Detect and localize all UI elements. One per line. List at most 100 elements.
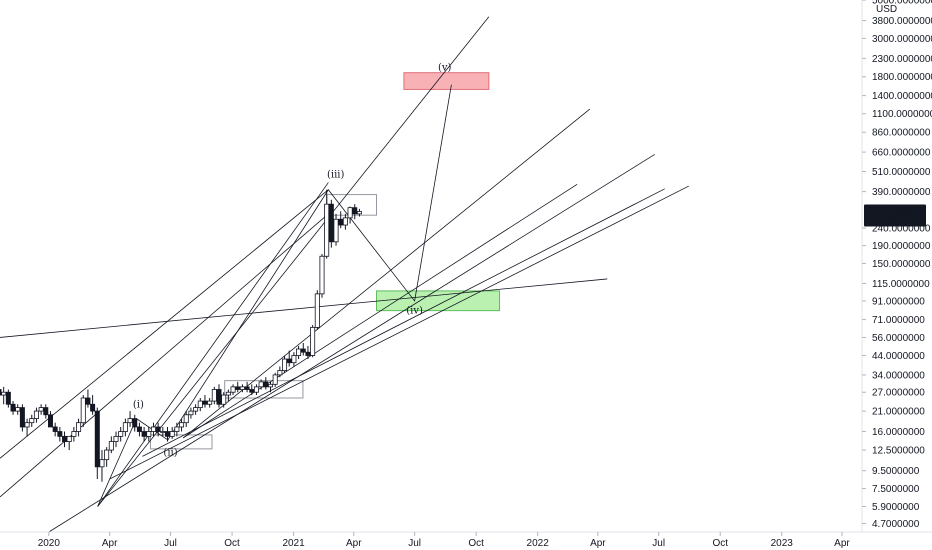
- trendline-8[interactable]: [142, 188, 665, 457]
- wave-label-3: (iv): [406, 306, 423, 317]
- trendline-5[interactable]: [182, 108, 591, 439]
- wave-labels-layer: (i) (ii) (iii) (iv) (v): [133, 63, 452, 459]
- candle-62: [286, 350, 292, 367]
- candle-63: [291, 352, 297, 367]
- time-tick-label: Jul: [408, 538, 421, 549]
- wave-label-1: (ii): [163, 448, 177, 459]
- candle-41: [188, 407, 194, 419]
- time-tick-label: Apr: [834, 538, 850, 549]
- candle-37: [169, 426, 175, 439]
- candle-13: [57, 426, 63, 442]
- candle-38: [174, 422, 180, 437]
- candles-layer: [0, 189, 362, 482]
- candle-19: [85, 389, 91, 408]
- price-tick-label: 390.0000000: [872, 187, 931, 198]
- candle-59: [272, 372, 278, 387]
- price-tick-label: 510.0000000: [872, 167, 931, 178]
- price-tick-label: 190.0000000: [872, 241, 931, 252]
- candle-44: [202, 395, 208, 408]
- candle-28: [127, 411, 133, 427]
- price-tick-label: 1100.0000000: [872, 109, 932, 120]
- candle-67: [310, 325, 316, 358]
- candle-25: [113, 431, 119, 448]
- trendline-0[interactable]: [0, 278, 608, 338]
- candle-33: [150, 422, 156, 437]
- price-tick-label: 1400.0000000: [872, 91, 932, 102]
- price-tick-label: 21.0000000: [872, 407, 925, 418]
- candle-8: [33, 407, 39, 423]
- candle-3: [10, 401, 16, 415]
- zones-layer: [149, 72, 501, 450]
- price-tick-label: 16.0000000: [872, 427, 925, 438]
- candle-48: [221, 392, 227, 408]
- candle-35: [160, 426, 166, 437]
- price-tick-label: 4.7000000: [872, 519, 920, 530]
- zone-box-4[interactable]: [149, 434, 213, 450]
- candle-77: [356, 208, 362, 217]
- price-tick-label: 115.0000000: [872, 279, 930, 290]
- trendline-9[interactable]: [109, 185, 689, 480]
- candle-51: [235, 381, 241, 393]
- time-tick-label: Jul: [652, 538, 665, 549]
- candle-76: [352, 204, 358, 220]
- zone-box-1[interactable]: [403, 72, 490, 90]
- candle-24: [108, 436, 114, 454]
- time-tick-label: Apr: [590, 538, 606, 549]
- candle-53: [244, 381, 250, 393]
- trendline-7[interactable]: [183, 183, 578, 439]
- trendline-4[interactable]: [97, 182, 329, 507]
- candle-46: [211, 386, 217, 405]
- candle-71: [328, 199, 334, 248]
- time-tick-label: Oct: [468, 538, 484, 549]
- candle-22: [99, 450, 105, 482]
- price-tick-label: 3800.0000000: [872, 16, 932, 27]
- trendline-6[interactable]: [48, 154, 655, 533]
- candle-66: [305, 345, 311, 360]
- candle-0: [0, 389, 2, 396]
- candle-36: [165, 426, 171, 442]
- candle-42: [193, 404, 199, 415]
- currency-label: USD: [876, 4, 897, 15]
- candle-75: [347, 206, 353, 224]
- bar-countdown-label: 4d 16h: [868, 216, 899, 227]
- time-tick-label: Oct: [224, 538, 240, 549]
- price-tick-label: 56.0000000: [872, 333, 925, 344]
- candle-40: [183, 411, 189, 427]
- candle-60: [277, 366, 283, 378]
- zone-box-2[interactable]: [375, 290, 501, 312]
- candle-52: [239, 384, 245, 393]
- price-tick-label: 12.5000000: [872, 446, 925, 457]
- price-tick-label: 860.0000000: [872, 128, 931, 139]
- time-tick-label: Oct: [712, 538, 728, 549]
- price-tick-label: 1800.0000000: [872, 72, 932, 83]
- candle-64: [296, 345, 302, 360]
- candle-18: [80, 395, 86, 427]
- wave-label-4: (v): [438, 63, 452, 74]
- candle-5: [19, 404, 25, 432]
- candle-15: [66, 435, 72, 451]
- price-tick-label: 27.0000000: [872, 388, 925, 399]
- candle-72: [333, 213, 339, 246]
- time-axis[interactable]: 2020 Apr Jul Oct 2021 Apr Jul Oct 2022 Apr Jul Oct 2…: [38, 532, 851, 549]
- time-tick-label: 2023: [771, 538, 794, 549]
- elliott-wave-path[interactable]: [97, 84, 452, 507]
- candle-65: [300, 342, 306, 356]
- candle-58: [267, 381, 273, 393]
- candle-23: [104, 447, 110, 467]
- candle-9: [38, 404, 44, 415]
- trendline-2[interactable]: [0, 213, 329, 498]
- trendline-1[interactable]: [0, 189, 329, 459]
- time-tick-label: Jul: [164, 538, 177, 549]
- candle-16: [71, 426, 77, 442]
- current-price-badge: [864, 204, 926, 227]
- candle-29: [132, 414, 138, 432]
- trendline-3[interactable]: [97, 16, 490, 507]
- price-tick-label: 5.9000000: [872, 502, 920, 513]
- candle-61: [282, 355, 288, 373]
- candle-7: [29, 414, 35, 427]
- price-axis[interactable]: 5000.0000000 3800.0000000 3000.0000000 2300…: [862, 0, 932, 530]
- price-tick-label: 91.0000000: [872, 296, 925, 307]
- candle-31: [141, 426, 147, 442]
